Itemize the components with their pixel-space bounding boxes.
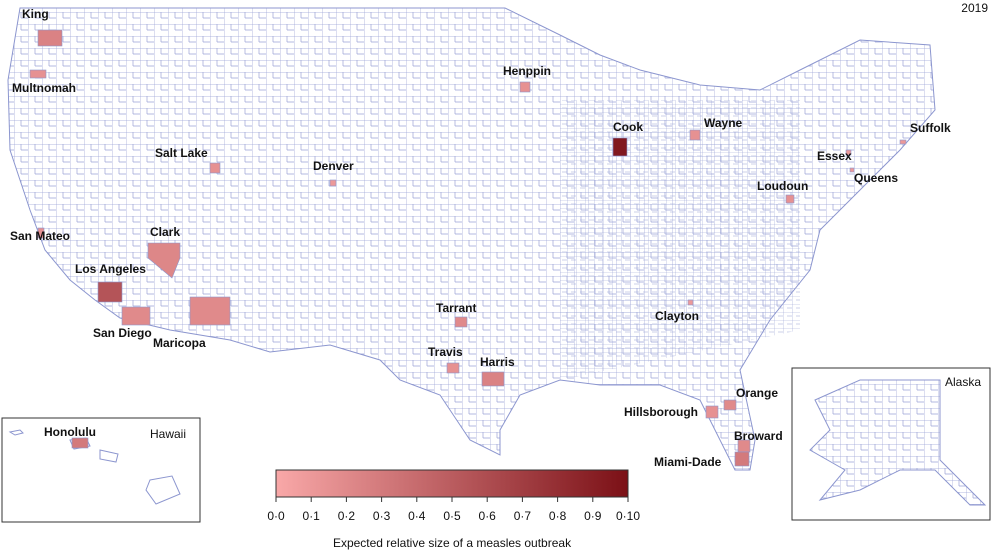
inset-label: Alaska [945, 375, 981, 389]
us-east-detail [560, 100, 800, 380]
county-label: Multnomah [12, 81, 76, 95]
county-fill [849, 167, 855, 173]
county-label: Maricopa [153, 336, 206, 350]
county-fill [121, 306, 151, 326]
county-label: Travis [428, 345, 463, 359]
county-label: San Diego [93, 326, 152, 340]
county-label: Orange [736, 386, 778, 400]
colorbar-tick-label: 0·8 [549, 509, 567, 523]
county-label: San Mateo [10, 229, 70, 243]
county-fill [705, 405, 719, 419]
inset-label: Hawaii [150, 427, 186, 441]
county-fill [37, 29, 63, 47]
county-label: Wayne [704, 116, 743, 130]
county-label: Harris [480, 355, 515, 369]
county-label: Henppin [503, 64, 551, 78]
year-label: 2019 [961, 1, 988, 15]
county-label: Denver [313, 159, 354, 173]
colorbar-tick-label: 0·5 [443, 509, 461, 523]
county-fill [29, 69, 47, 79]
colorbar-tick-label: 0·7 [514, 509, 532, 523]
county-fill [734, 451, 750, 467]
county-fill [97, 281, 123, 303]
county-label: Essex [817, 149, 852, 163]
county-label: Cook [613, 120, 643, 134]
county-fill [189, 296, 231, 326]
county-fill [519, 81, 531, 93]
county-fill [899, 139, 907, 145]
alaska-shape [809, 379, 987, 506]
colorbar-tick-label: 0·2 [338, 509, 356, 523]
county-fill [723, 399, 737, 411]
county-fill [446, 362, 460, 374]
county-fill [612, 137, 628, 157]
hawaii-inset [1, 417, 201, 523]
county-label: Clayton [655, 309, 699, 323]
colorbar-title: Expected relative size of a measles outb… [333, 536, 572, 550]
colorbar [275, 469, 629, 498]
county-fill [147, 242, 181, 279]
county-label: Los Angeles [75, 262, 146, 276]
county-fill [845, 149, 852, 156]
county-label: Salt Lake [155, 146, 208, 160]
county-label: Honolulu [44, 425, 96, 439]
hawaii-shape [8, 429, 181, 505]
colorbar-tick-label: 0·6 [479, 509, 497, 523]
county-fill [689, 129, 701, 141]
county-label: Loudoun [757, 179, 808, 193]
county-fill [481, 371, 505, 387]
county-fill [785, 194, 795, 204]
county-fill [209, 162, 221, 174]
county-label: Tarrant [436, 301, 476, 315]
county-label: Hillsborough [624, 405, 698, 419]
colorbar-tick-label: 0·0 [267, 509, 285, 523]
colorbar-tick-label: 0·1 [303, 509, 321, 523]
county-label: Suffolk [910, 121, 951, 135]
county-label: King [22, 7, 49, 21]
colorbar-tick-label: 0·4 [408, 509, 426, 523]
county-fill [329, 179, 337, 187]
county-fill [454, 316, 468, 328]
county-label: Clark [150, 225, 180, 239]
county-label: Broward [734, 429, 783, 443]
colorbar-tick-label: 0·10 [616, 509, 640, 523]
county-fill [37, 227, 45, 239]
colorbar-tick-label: 0·9 [584, 509, 602, 523]
county-label: Queens [854, 171, 898, 185]
county-label: Miami-Dade [654, 455, 722, 469]
colorbar-tick-label: 0·3 [373, 509, 391, 523]
county-fill [687, 299, 694, 306]
county-fill [71, 437, 89, 449]
